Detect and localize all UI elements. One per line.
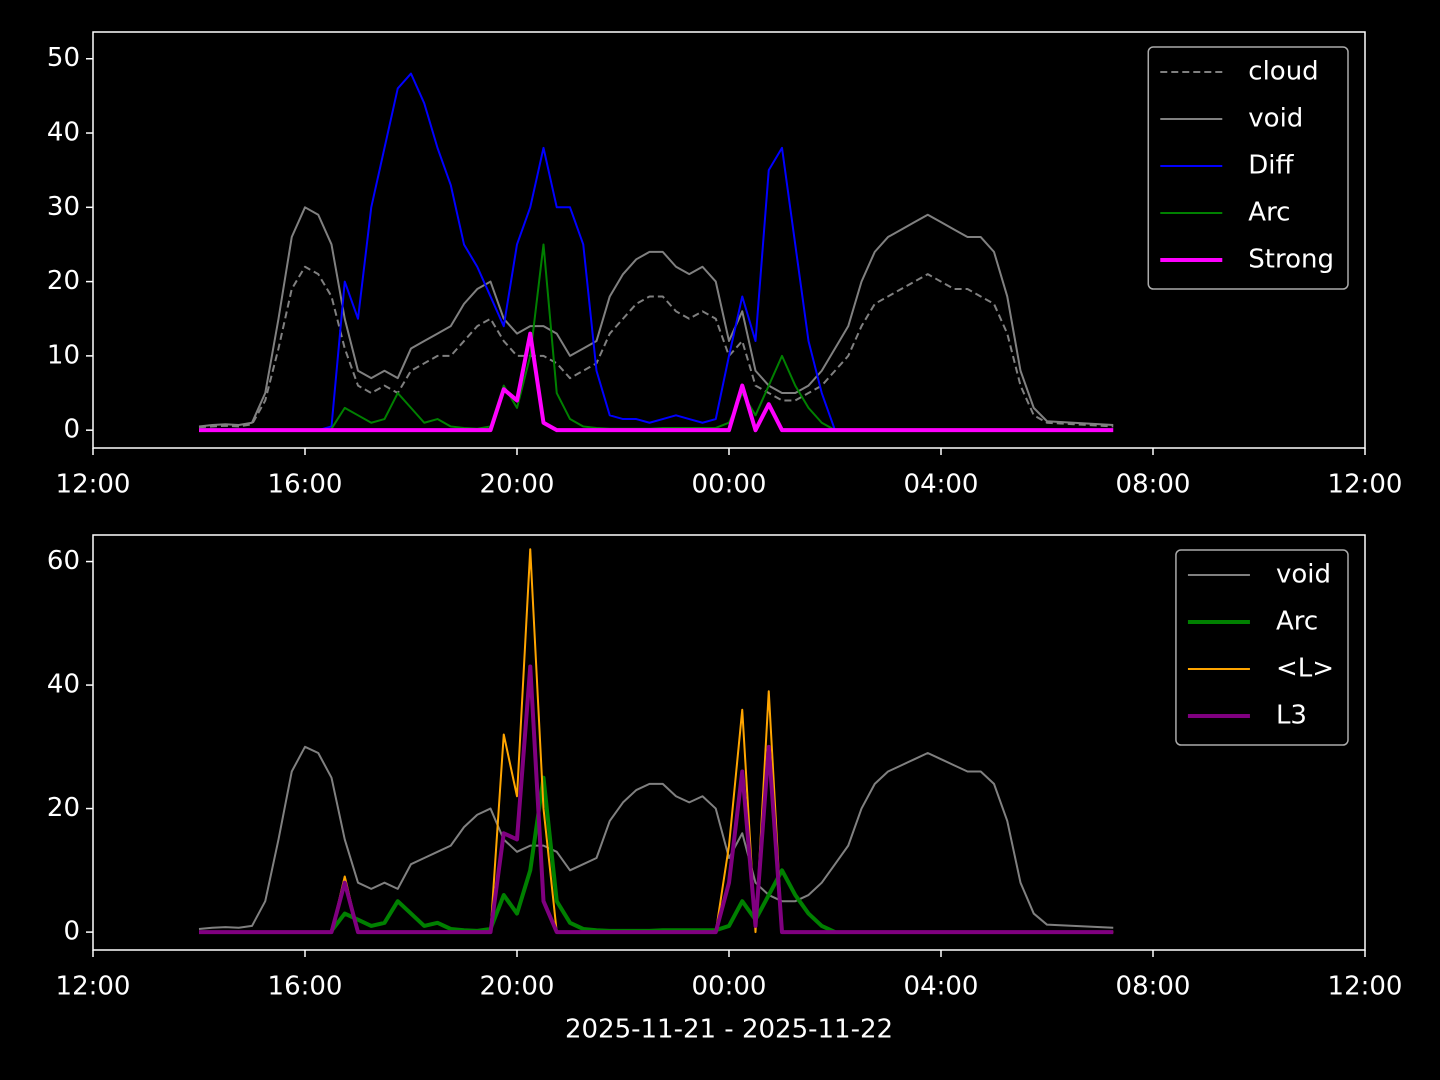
x-tick-label: 08:00 xyxy=(1116,972,1191,1002)
subplot: 0 10 20 30 40 50 12:00 16:00 20:00 00:00 04:00 08:0… xyxy=(47,31,1403,500)
legend-label: L3 xyxy=(1276,701,1307,731)
legend-label: Arc xyxy=(1248,198,1290,228)
series-line xyxy=(199,331,1114,433)
x-tick-label: 04:00 xyxy=(904,972,979,1002)
legend-label: Strong xyxy=(1248,245,1334,275)
y-tick-label: 10 xyxy=(47,340,80,370)
x-tick-label: 16:00 xyxy=(268,972,343,1002)
legend-label: void xyxy=(1276,560,1331,590)
axes-frame xyxy=(92,534,1366,951)
y-tick-label: 30 xyxy=(47,192,80,222)
x-tick-label: 12:00 xyxy=(56,972,131,1002)
legend-box xyxy=(1175,549,1349,746)
x-axis-label: 2025-11-21 - 2025-11-22 xyxy=(565,1015,893,1045)
series-line xyxy=(198,745,1114,930)
x-tick-label: 12:00 xyxy=(56,470,131,500)
x-tick-label: 12:00 xyxy=(1328,470,1403,500)
x-tick-label: 12:00 xyxy=(1328,972,1403,1002)
y-tick-label: 40 xyxy=(47,670,80,700)
legend: cloud void Diff Arc Strong xyxy=(1147,46,1349,290)
x-tick-label: 20:00 xyxy=(480,972,555,1002)
series-line xyxy=(199,548,1114,934)
series-line xyxy=(329,775,836,934)
series-line xyxy=(330,243,836,432)
y-tick-label: 50 xyxy=(47,43,80,73)
y-tick-label: 60 xyxy=(47,546,80,576)
subplot: 0 20 40 60 12:00 16:00 20:00 00:00 04:00 08:00 12:… xyxy=(47,534,1403,1045)
legend-label: cloud xyxy=(1248,57,1318,87)
series-line xyxy=(305,72,836,432)
legend-label: <L> xyxy=(1276,654,1334,684)
series-line xyxy=(198,265,1114,429)
y-tick-label: 0 xyxy=(63,415,80,445)
x-tick-label: 20:00 xyxy=(480,470,555,500)
x-tick-label: 04:00 xyxy=(904,470,979,500)
legend-label: Diff xyxy=(1248,151,1294,181)
x-tick-label: 08:00 xyxy=(1116,470,1191,500)
y-tick-label: 0 xyxy=(63,917,80,947)
y-tick-label: 40 xyxy=(47,118,80,148)
legend: void Arc <L> L3 xyxy=(1175,549,1349,746)
series-line xyxy=(199,664,1114,935)
series-line xyxy=(198,206,1114,428)
legend-label: void xyxy=(1248,104,1303,134)
axes-frame xyxy=(92,31,1366,449)
legend-box xyxy=(1147,46,1349,290)
x-tick-label: 00:00 xyxy=(692,470,767,500)
legend-label: Arc xyxy=(1276,607,1318,637)
y-tick-label: 20 xyxy=(47,793,80,823)
x-tick-label: 16:00 xyxy=(268,470,343,500)
x-tick-label: 00:00 xyxy=(692,972,767,1002)
y-tick-label: 20 xyxy=(47,266,80,296)
